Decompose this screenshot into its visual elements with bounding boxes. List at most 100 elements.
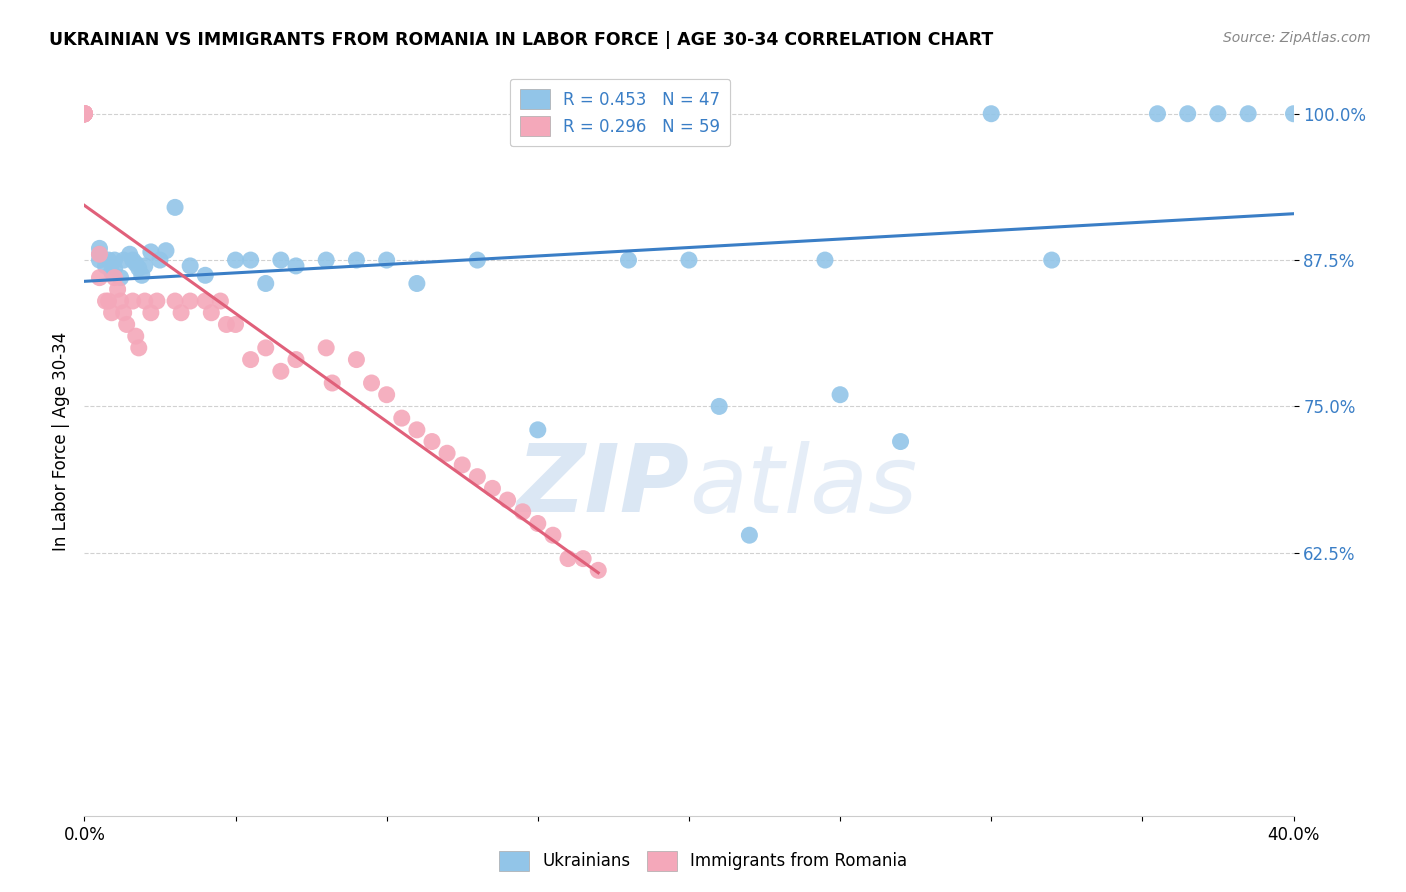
Point	[125, 256, 148, 270]
Point	[125, 329, 148, 343]
Point	[179, 259, 201, 273]
Point	[346, 352, 368, 367]
Point	[131, 268, 153, 283]
Text: Source: ZipAtlas.com: Source: ZipAtlas.com	[1223, 31, 1371, 45]
Point	[1237, 106, 1260, 120]
Point	[315, 341, 337, 355]
Point	[738, 528, 761, 542]
Point	[890, 434, 912, 449]
Point	[239, 253, 262, 268]
Point	[225, 253, 247, 268]
Point	[89, 247, 111, 261]
Point	[104, 253, 127, 268]
Point	[451, 458, 474, 472]
Point	[375, 253, 398, 268]
Point	[170, 306, 193, 320]
Point	[155, 244, 177, 258]
Point	[814, 253, 837, 268]
Point	[239, 352, 262, 367]
Point	[215, 318, 238, 332]
Point	[709, 400, 731, 414]
Point	[73, 106, 96, 120]
Point	[315, 253, 337, 268]
Point	[104, 270, 127, 285]
Point	[512, 505, 534, 519]
Point	[100, 265, 122, 279]
Point	[270, 364, 292, 378]
Point	[165, 201, 187, 215]
Point	[100, 306, 122, 320]
Point	[254, 277, 277, 291]
Point	[1282, 106, 1305, 120]
Text: UKRAINIAN VS IMMIGRANTS FROM ROMANIA IN LABOR FORCE | AGE 30-34 CORRELATION CHAR: UKRAINIAN VS IMMIGRANTS FROM ROMANIA IN …	[49, 31, 994, 49]
Point	[406, 423, 429, 437]
Point	[436, 446, 458, 460]
Point	[830, 387, 852, 401]
Legend: Ukrainians, Immigrants from Romania: Ukrainians, Immigrants from Romania	[491, 842, 915, 880]
Point	[73, 106, 96, 120]
Point	[572, 551, 595, 566]
Point	[89, 247, 111, 261]
Point	[496, 493, 519, 508]
Text: ZIP: ZIP	[516, 441, 689, 533]
Point	[121, 253, 143, 268]
Point	[134, 259, 156, 273]
Point	[270, 253, 292, 268]
Point	[139, 306, 162, 320]
Point	[107, 282, 129, 296]
Point	[678, 253, 700, 268]
Point	[73, 106, 96, 120]
Text: atlas: atlas	[689, 441, 917, 532]
Point	[467, 469, 489, 483]
Point	[73, 106, 96, 120]
Point	[89, 253, 111, 268]
Point	[1206, 106, 1229, 120]
Point	[209, 293, 232, 308]
Point	[285, 259, 308, 273]
Point	[73, 106, 96, 120]
Y-axis label: In Labor Force | Age 30-34: In Labor Force | Age 30-34	[52, 332, 70, 551]
Point	[121, 293, 143, 308]
Point	[104, 261, 127, 276]
Point	[375, 387, 398, 401]
Point	[73, 106, 96, 120]
Point	[139, 244, 162, 259]
Point	[1177, 106, 1199, 120]
Point	[97, 253, 120, 268]
Point	[179, 293, 201, 308]
Point	[254, 341, 277, 355]
Point	[73, 106, 96, 120]
Point	[481, 481, 503, 495]
Point	[391, 411, 413, 425]
Point	[527, 423, 550, 437]
Point	[285, 352, 308, 367]
Point	[128, 341, 150, 355]
Point	[115, 318, 138, 332]
Point	[420, 434, 443, 449]
Point	[110, 270, 132, 285]
Point	[541, 528, 564, 542]
Point	[73, 106, 96, 120]
Point	[112, 306, 135, 320]
Point	[527, 516, 550, 531]
Point	[165, 293, 187, 308]
Point	[94, 259, 117, 273]
Point	[980, 106, 1002, 120]
Point	[97, 293, 120, 308]
Point	[73, 106, 96, 120]
Point	[346, 253, 368, 268]
Point	[467, 253, 489, 268]
Point	[225, 318, 247, 332]
Point	[194, 268, 217, 283]
Point	[89, 241, 111, 255]
Point	[112, 253, 135, 268]
Point	[118, 247, 141, 261]
Point	[360, 376, 382, 390]
Point	[194, 293, 217, 308]
Point	[406, 277, 429, 291]
Point	[200, 306, 222, 320]
Point	[557, 551, 579, 566]
Point	[1146, 106, 1168, 120]
Point	[73, 106, 96, 120]
Point	[149, 253, 172, 268]
